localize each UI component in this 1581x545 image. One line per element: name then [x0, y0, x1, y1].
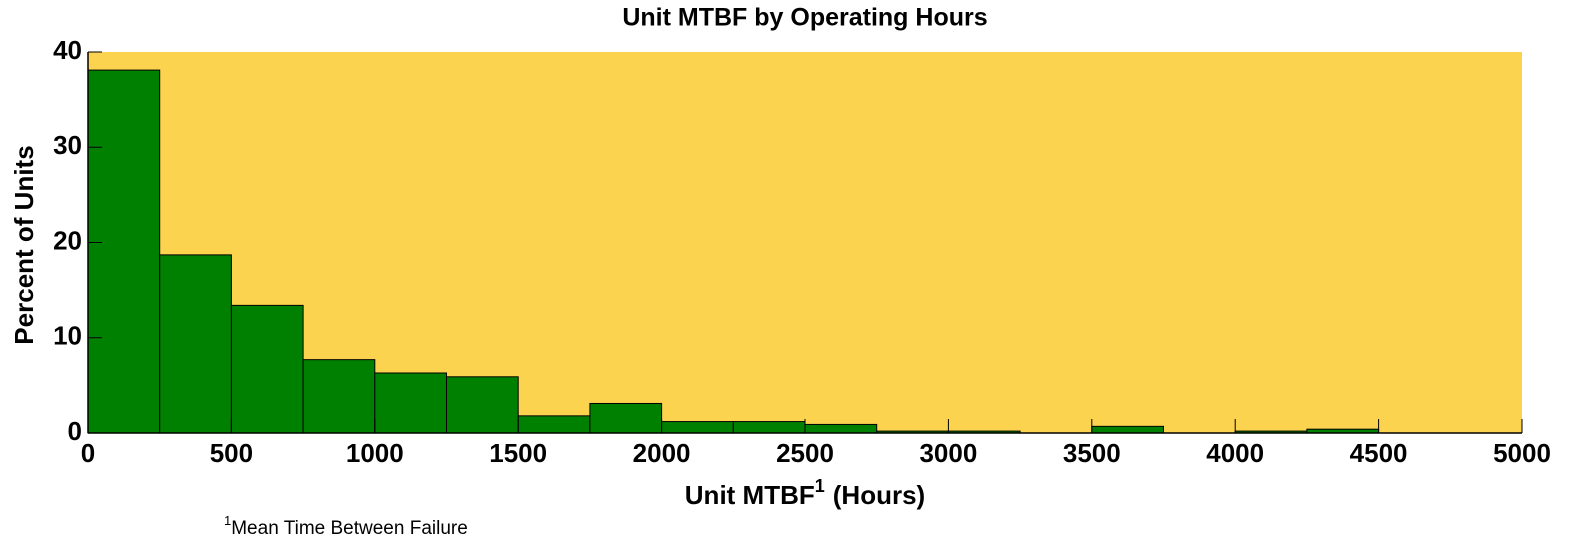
x-axis-label-sup: 1: [815, 476, 825, 496]
x-tick-label: 1500: [489, 438, 547, 468]
bar: [732, 421, 806, 434]
bar: [374, 372, 447, 434]
x-tick-label: 5000: [1493, 438, 1551, 468]
x-tick-label: 500: [210, 438, 253, 468]
bar: [517, 415, 591, 434]
x-tick-label: 3500: [1063, 438, 1121, 468]
bar: [446, 376, 519, 434]
bar: [1091, 425, 1165, 434]
bar: [804, 423, 878, 434]
footnote: 1Mean Time Between Failure: [224, 513, 468, 539]
bar: [589, 402, 663, 434]
bar: [302, 359, 376, 434]
x-tick-label: 4500: [1350, 438, 1408, 468]
y-tick-label: 0: [68, 416, 82, 446]
x-axis-label-suffix: (Hours): [833, 480, 925, 510]
x-tick-label: 4000: [1206, 438, 1264, 468]
x-axis-label-main: Unit MTBF: [685, 480, 815, 510]
y-tick-label: 30: [53, 130, 82, 160]
bar: [661, 421, 734, 434]
x-tick-label: 3000: [919, 438, 977, 468]
y-tick-label: 20: [53, 225, 82, 255]
x-tick-label: 0: [81, 438, 95, 468]
bar: [87, 69, 161, 434]
y-axis-label: Percent of Units: [9, 145, 39, 344]
y-tick-label: 10: [53, 321, 82, 351]
bar: [159, 254, 232, 434]
footnote-text: Mean Time Between Failure: [231, 518, 468, 539]
x-tick-label: 1000: [346, 438, 404, 468]
x-tick-label: 2500: [776, 438, 834, 468]
bar: [230, 304, 304, 434]
x-tick-label: 2000: [633, 438, 691, 468]
footnote-sup: 1: [224, 513, 231, 528]
x-axis-label: Unit MTBF1 (Hours): [685, 476, 925, 510]
chart-title: Unit MTBF by Operating Hours: [622, 4, 987, 32]
y-tick-label: 40: [53, 35, 82, 65]
